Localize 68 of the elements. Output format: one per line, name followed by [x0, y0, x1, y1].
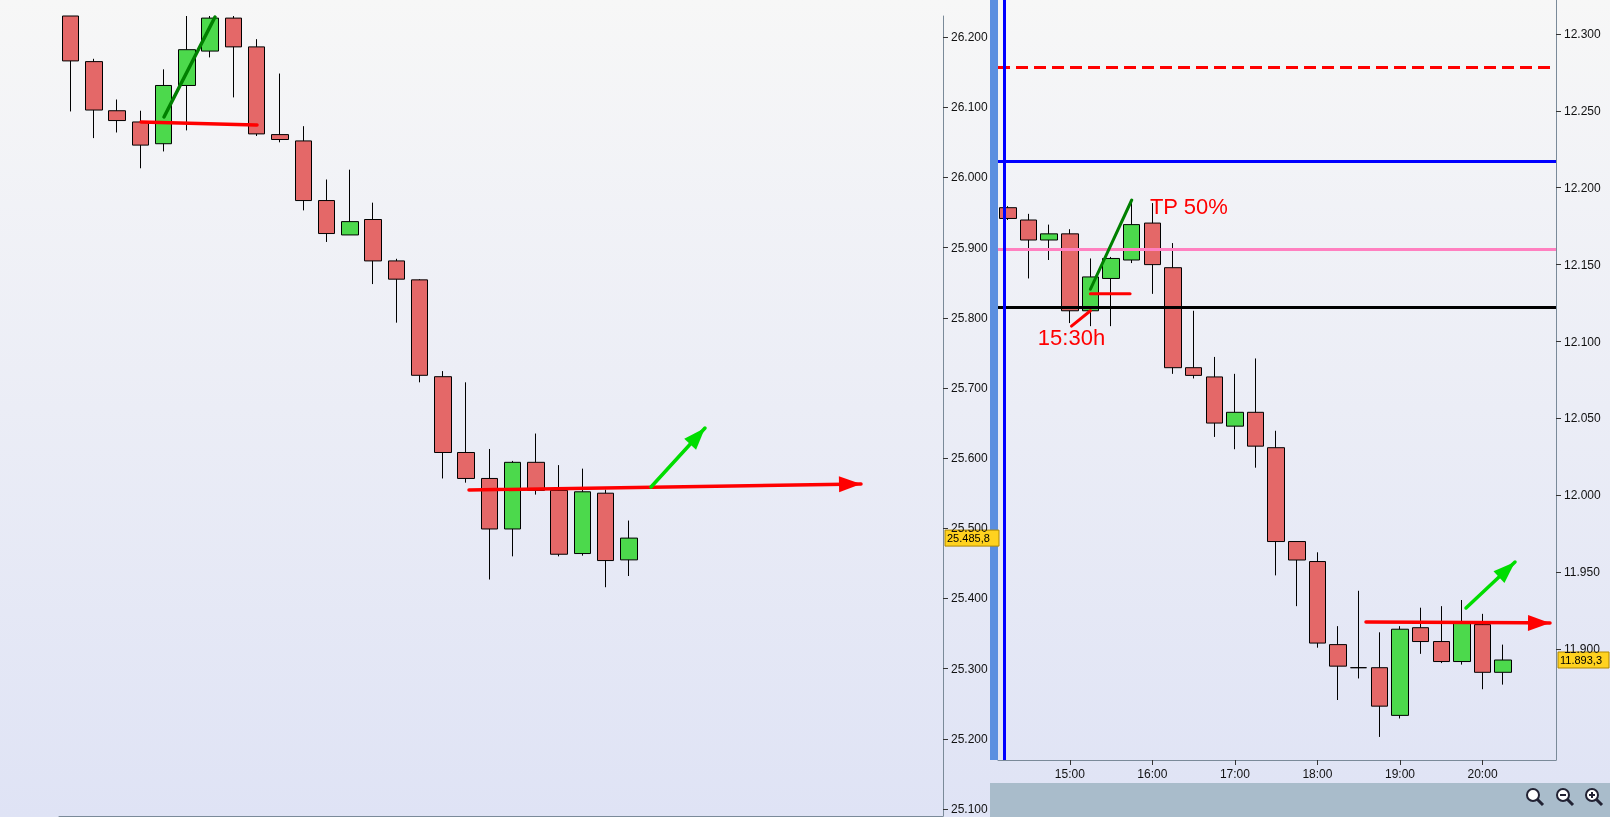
candlestick [1433, 605, 1450, 664]
candlestick [295, 125, 312, 211]
candlestick [225, 15, 242, 98]
candlestick [1040, 224, 1058, 261]
candlestick [1267, 430, 1285, 576]
candlestick [318, 179, 335, 243]
x-tick-label: 16:00 [1137, 767, 1168, 781]
candlestick [481, 448, 498, 581]
y-tick-label: 12.300 [1564, 26, 1602, 41]
y-tick-label: 26.100 [951, 100, 989, 115]
candlestick [597, 489, 614, 588]
candlestick [1123, 201, 1140, 264]
y-tick-label: 25.800 [951, 310, 989, 325]
candlestick [1371, 631, 1388, 738]
candlestick [132, 110, 149, 169]
y-tick-label: 25.900 [951, 240, 989, 255]
candlestick [1288, 541, 1306, 607]
candlestick [85, 58, 103, 139]
candlestick [271, 73, 289, 143]
candlestick [1391, 625, 1409, 719]
y-tick-label: 12.100 [1564, 334, 1602, 349]
y-tick-label: 12.000 [1564, 488, 1602, 503]
candlestick [620, 520, 638, 577]
candlestick [550, 464, 568, 557]
candlestick [1474, 613, 1491, 690]
x-tick-label: 18:00 [1302, 767, 1333, 781]
candlestick [108, 99, 126, 133]
y-tick-label: 25.600 [951, 451, 989, 466]
x-tick-label: 15:00 [1054, 767, 1086, 781]
y-tick-label: 26.200 [951, 30, 989, 45]
annotation: 15:30h [1037, 324, 1106, 350]
candlestick [1226, 373, 1244, 450]
candlestick [1494, 644, 1512, 686]
candlestick [457, 381, 475, 484]
y-tick-label: 26.000 [951, 170, 989, 185]
candlestick [248, 38, 265, 137]
candlestick [504, 460, 521, 557]
y-tick-label: 25.100 [951, 801, 989, 816]
x-tick-label: 19:00 [1384, 767, 1416, 781]
text: 11.893,3 [1560, 654, 1603, 666]
y-tick-label: 25.400 [951, 591, 989, 606]
candlestick [62, 15, 79, 112]
y-tick-label: 25.700 [951, 380, 989, 395]
candlestick [1309, 551, 1326, 649]
x-tick-label: 20:00 [1467, 767, 1498, 781]
y-tick-label: 12.200 [1564, 180, 1602, 195]
text: 25.485,8 [947, 532, 990, 545]
candlestick [1185, 310, 1202, 379]
candlestick [341, 169, 359, 236]
candlestick [1206, 356, 1223, 438]
candlestick [388, 258, 405, 324]
candlestick [434, 370, 452, 479]
candlestick [1329, 625, 1347, 701]
candlestick [364, 202, 382, 285]
candlestick [1247, 357, 1264, 469]
x-tick-label: 17:00 [1219, 767, 1251, 781]
y-tick-label: 12.050 [1564, 411, 1602, 426]
y-tick-label: 12.250 [1564, 103, 1602, 118]
y-tick-label: 25.200 [951, 731, 989, 746]
candlestick [1350, 590, 1367, 679]
y-tick-label: 12.150 [1564, 257, 1602, 272]
candlestick [1412, 607, 1429, 655]
candlestick [1453, 599, 1471, 666]
y-tick-label: 25.300 [951, 661, 989, 676]
y-tick-label: 11.950 [1564, 565, 1601, 580]
candlestick [411, 278, 428, 383]
candlestick [1020, 213, 1037, 279]
candlestick [574, 468, 591, 557]
